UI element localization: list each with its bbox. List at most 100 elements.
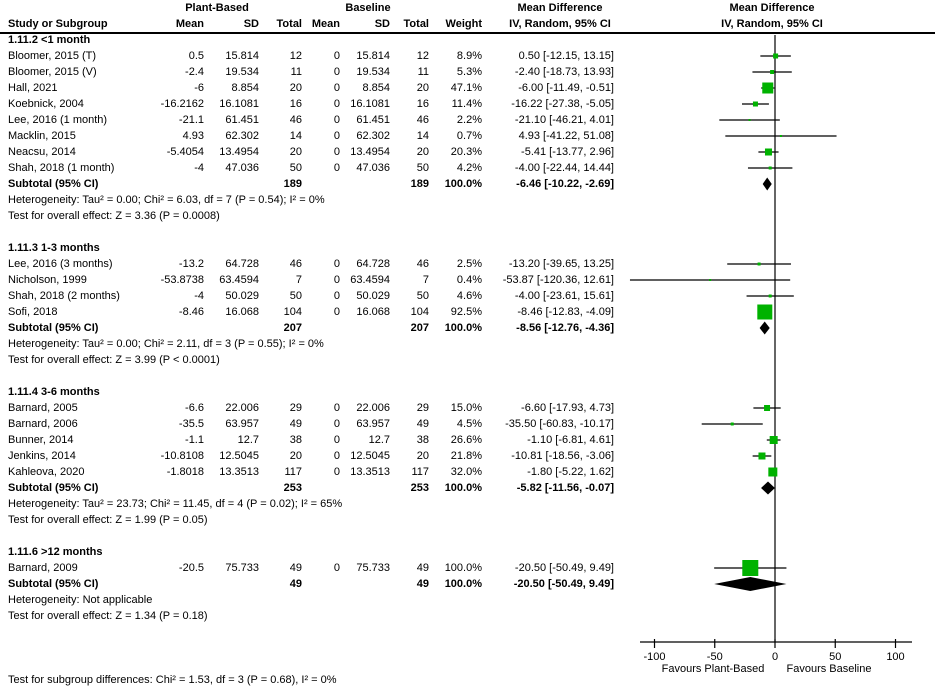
study-mean1: -6.6 [185,402,204,414]
study-total2: 50 [416,162,429,174]
heterogeneity-text: Heterogeneity: Not applicable [8,594,153,606]
study-weight: 15.0% [450,402,482,414]
study-weight: 100.0% [444,562,482,574]
study-mean2: 0 [333,450,340,462]
study-sd1: 61.451 [225,114,259,126]
study-label: Bloomer, 2015 (T) [8,50,97,62]
study-total2: 46 [416,258,429,270]
study-sd1: 8.854 [231,82,259,94]
study-mean1: -53.8738 [160,274,204,286]
study-sd2: 64.728 [356,258,390,270]
favours-right-label: Favours Baseline [786,663,872,675]
study-sd2: 12.5045 [350,450,390,462]
subtotal-label: Subtotal (95% CI) [8,482,99,494]
subgroup-title: 1.11.3 1-3 months [8,242,100,254]
study-col-header: Study or Subgroup [8,18,108,30]
study-mean1: -35.5 [178,418,204,430]
study-sd2: 13.4954 [350,146,390,158]
subtotal-diamond [762,177,772,191]
effect-square [757,262,761,266]
study-mean2: 0 [333,562,340,574]
subtotal-ci-text: -5.82 [-11.56, -0.07] [516,482,614,494]
subtotal-label: Subtotal (95% CI) [8,578,99,590]
study-sd1: 16.1081 [219,98,259,110]
study-weight: 11.4% [451,98,482,110]
effect-square [769,436,778,444]
study-sd2: 22.006 [356,402,390,414]
sd1-col-header: SD [243,18,259,30]
effect-square [768,166,772,170]
study-mean2: 0 [333,418,340,430]
subtotal-ci-text: -6.46 [-10.22, -2.69] [516,178,614,190]
study-total1: 16 [289,98,302,110]
study-ci-text: -13.20 [-39.65, 13.25] [508,258,614,270]
study-weight: 4.5% [456,418,482,430]
study-sd2: 61.451 [356,114,390,126]
study-label: Shah, 2018 (2 months) [8,290,120,302]
subtotal-total1: 49 [289,578,302,590]
study-total1: 49 [289,418,302,430]
subtotal-total2: 189 [410,178,429,190]
study-weight: 5.3% [456,66,482,78]
effect-square [730,422,734,426]
study-total2: 50 [416,290,429,302]
weight-col-header: Weight [445,18,482,30]
study-sd1: 15.814 [225,50,259,62]
study-label: Jenkins, 2014 [8,450,76,462]
effect-square [709,279,712,281]
study-sd2: 16.1081 [350,98,390,110]
study-mean1: -1.8018 [166,466,204,478]
study-mean1: -10.8108 [160,450,204,462]
study-sd2: 50.029 [356,290,390,302]
study-mean1: -20.5 [178,562,204,574]
overall-effect-text: Test for overall effect: Z = 3.99 (P < 0… [8,354,220,366]
study-label: Barnard, 2009 [8,562,78,574]
study-total1: 29 [289,402,302,414]
effect-square [748,119,751,121]
study-total2: 38 [416,434,429,446]
study-ci-text: -4.00 [-23.61, 15.61] [514,290,614,302]
axis-tick-label: -100 [643,651,665,663]
subtotal-weight: 100.0% [444,578,482,590]
study-label: Kahleova, 2020 [8,466,85,478]
study-sd2: 47.036 [356,162,390,174]
study-sd1: 47.036 [225,162,259,174]
study-weight: 47.1% [450,82,482,94]
study-label: Hall, 2021 [8,82,58,94]
study-ci-text: -35.50 [-60.83, -10.17] [505,418,614,430]
study-total1: 11 [290,66,302,78]
study-mean1: -4 [194,162,204,174]
subtotal-diamond [759,321,770,335]
study-sd1: 62.302 [225,130,259,142]
study-weight: 20.3% [450,146,482,158]
study-sd1: 19.534 [225,66,259,78]
study-sd2: 8.854 [362,82,390,94]
study-sd1: 63.957 [225,418,259,430]
subtotal-total1: 189 [283,178,302,190]
study-weight: 8.9% [456,50,482,62]
md-plot-col-title: Mean Difference [729,2,815,14]
study-ci-text: -16.22 [-27.38, -5.05] [511,98,614,110]
header-rule [0,32,935,34]
subtotal-label: Subtotal (95% CI) [8,322,99,334]
subtotal-total1: 207 [283,322,302,334]
study-weight: 4.2% [456,162,482,174]
subgroup-title: 1.11.2 <1 month [8,34,91,46]
overall-effect-text: Test for overall effect: Z = 1.34 (P = 0… [8,610,208,622]
study-total1: 46 [289,114,302,126]
study-total2: 16 [416,98,429,110]
study-weight: 0.4% [456,274,482,286]
study-mean2: 0 [333,82,340,94]
axis-tick-label: 0 [772,651,778,663]
study-weight: 4.6% [456,290,482,302]
effect-square [742,560,759,576]
study-mean1: 0.5 [188,50,204,62]
study-total2: 20 [416,146,429,158]
study-sd2: 62.302 [356,130,390,142]
effect-square [758,452,766,460]
study-label: Lee, 2016 (3 months) [8,258,113,270]
mean1-col-header: Mean [175,18,204,30]
study-ci-text: 0.50 [-12.15, 13.15] [518,50,614,62]
